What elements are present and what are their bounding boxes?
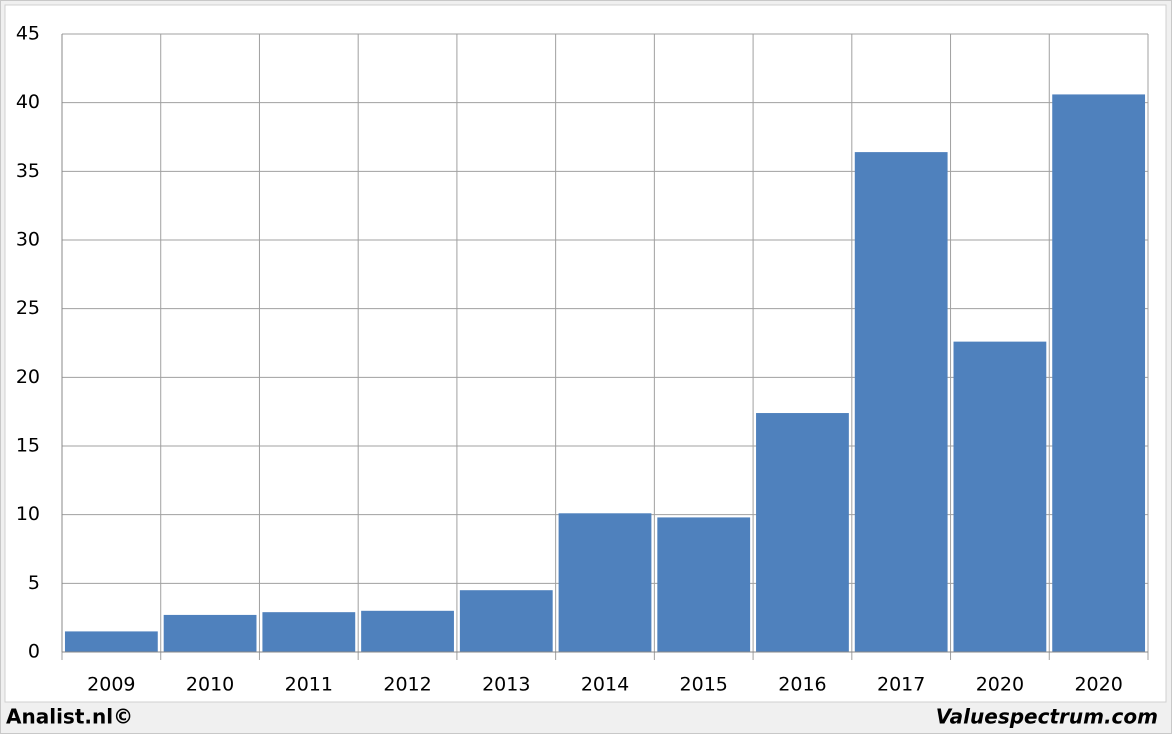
x-tick-label: 2016 bbox=[778, 674, 826, 696]
x-tick-label: 2014 bbox=[581, 674, 629, 696]
y-tick-label: 25 bbox=[16, 297, 40, 319]
bar bbox=[262, 612, 356, 652]
x-tick-label: 2012 bbox=[383, 674, 431, 696]
x-tick-label: 2009 bbox=[87, 674, 135, 696]
bar bbox=[558, 513, 652, 652]
bar bbox=[64, 631, 158, 652]
y-tick-label: 35 bbox=[16, 160, 40, 182]
x-tick-label: 2017 bbox=[877, 674, 925, 696]
bar bbox=[756, 413, 849, 652]
y-tick-label: 10 bbox=[16, 503, 40, 525]
x-tick-label: 2015 bbox=[680, 674, 728, 696]
bar bbox=[854, 152, 948, 652]
x-tick-label: 2011 bbox=[285, 674, 333, 696]
y-tick-label: 5 bbox=[28, 572, 40, 594]
bar bbox=[459, 590, 553, 652]
bar bbox=[361, 610, 454, 652]
bar bbox=[657, 517, 751, 652]
y-tick-label: 30 bbox=[16, 229, 40, 251]
footer-left: Analist.nl© bbox=[6, 705, 133, 729]
y-tick-label: 15 bbox=[16, 435, 40, 457]
bar bbox=[1052, 94, 1146, 653]
y-tick-label: 0 bbox=[28, 641, 40, 663]
y-tick-label: 20 bbox=[16, 366, 40, 388]
x-tick-label: 2020 bbox=[976, 674, 1024, 696]
x-tick-label: 2013 bbox=[482, 674, 530, 696]
y-tick-label: 45 bbox=[16, 23, 40, 45]
bar bbox=[953, 341, 1047, 652]
x-tick-label: 2020 bbox=[1074, 674, 1122, 696]
x-tick-label: 2010 bbox=[186, 674, 234, 696]
y-tick-label: 40 bbox=[16, 91, 40, 113]
footer-right: Valuespectrum.com bbox=[936, 705, 1158, 729]
bar bbox=[163, 614, 257, 652]
